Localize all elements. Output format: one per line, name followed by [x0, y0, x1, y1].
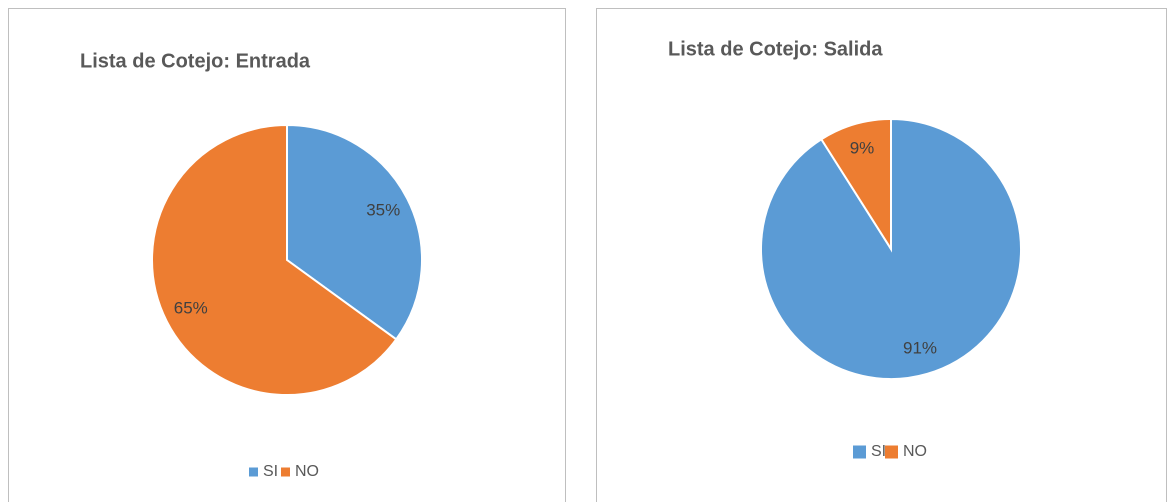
- legend-label: SI: [263, 463, 278, 480]
- pie-slice: [819, 117, 892, 253]
- data-label: 9%: [850, 139, 875, 158]
- pie-slice: [151, 123, 398, 396]
- legend-label: SI: [871, 443, 886, 460]
- legend-swatch: [853, 445, 866, 459]
- data-label: 35%: [366, 200, 400, 219]
- legend-swatch: [885, 445, 898, 459]
- chart-title: Lista de Cotejo: Salida: [668, 38, 883, 60]
- chart-title: Lista de Cotejo: Entrada: [80, 50, 311, 72]
- pie-slice: [760, 117, 1022, 380]
- legend-label: NO: [295, 463, 319, 480]
- data-label: 65%: [174, 299, 208, 318]
- legend-swatch: [281, 467, 290, 477]
- legend-swatch: [249, 467, 258, 477]
- data-label: 91%: [903, 338, 937, 357]
- legend-label: NO: [903, 443, 927, 460]
- pie-slice: [286, 123, 423, 341]
